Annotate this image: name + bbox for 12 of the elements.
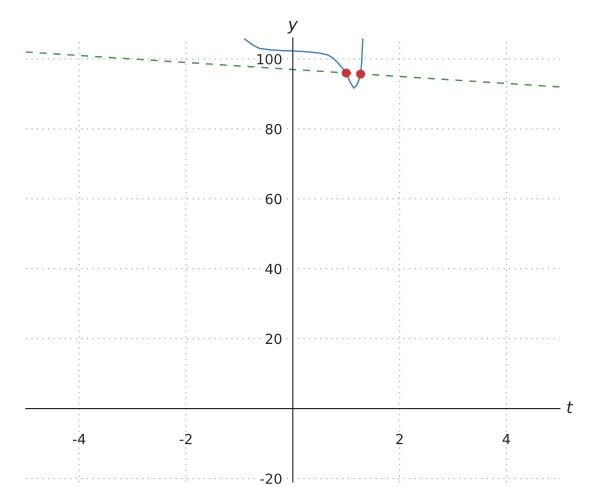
y-tick-label: 80 [266,124,282,134]
y-tick-label: 100 [257,54,282,64]
y-axis-title: y [287,20,298,34]
x-tick-label: -4 [72,434,86,444]
x-axis-title: t [567,401,574,414]
y-tick-label: 40 [265,264,282,274]
y-tick-label: 20 [266,334,282,344]
x-tick-label: 4 [502,434,510,444]
y-tick-label: -20 [260,473,282,484]
x-tick-label: 2 [396,434,403,444]
x-tick-label: -2 [180,434,192,444]
y-tick-label: 60 [266,194,282,204]
